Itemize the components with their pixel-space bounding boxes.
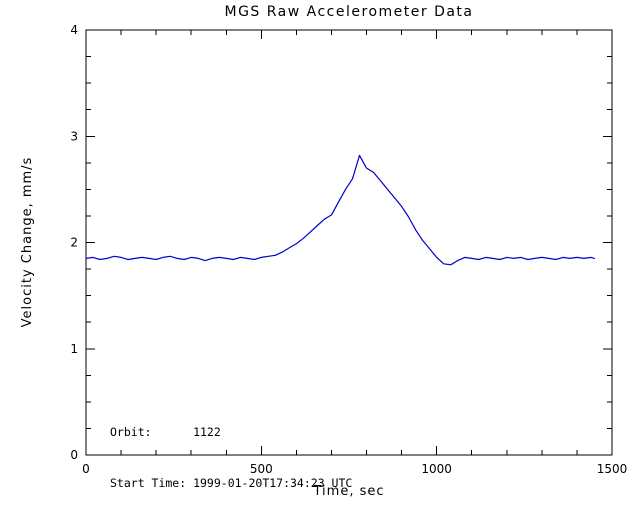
chart-title: MGS Raw Accelerometer Data [224, 4, 474, 20]
y-tick-label: 2 [70, 236, 78, 250]
y-tick-label: 4 [70, 23, 78, 37]
y-tick-label: 3 [70, 129, 78, 143]
x-axis-title: Time, sec [313, 484, 385, 499]
y-tick-label: 1 [70, 342, 78, 356]
x-tick-label: 500 [250, 462, 273, 476]
x-tick-label: 1000 [421, 462, 452, 476]
annotation-orbit: Orbit: 1122 [110, 425, 221, 439]
annotation-start-time: Start Time: 1999-01-20T17:34:23 UTC [110, 476, 353, 490]
annotation-block: Orbit: 1122 Start Time: 1999-01-20T17:34… [110, 390, 352, 512]
y-axis-title-text: Velocity Change, mm/s [20, 156, 35, 328]
y-tick-label: 0 [70, 448, 78, 462]
data-line-velocity-change [85, 154, 596, 266]
x-tick-label: 1500 [597, 462, 628, 476]
x-tick-label: 0 [82, 462, 90, 476]
